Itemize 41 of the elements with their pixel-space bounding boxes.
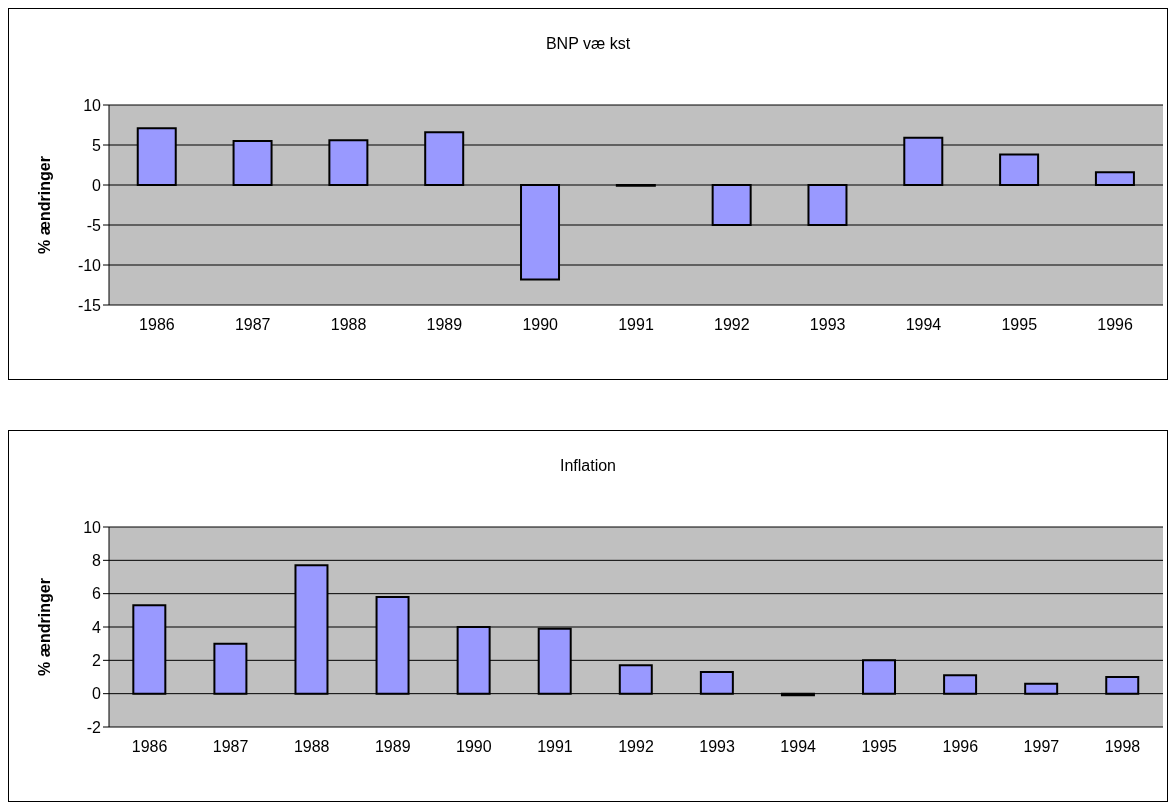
y-tick-label: 0 bbox=[92, 176, 102, 194]
x-tick-label: 1998 bbox=[1104, 738, 1141, 756]
x-tick-label: 1986 bbox=[131, 738, 168, 756]
y-axis-title: % ændringer bbox=[35, 578, 53, 676]
y-tick-label: -2 bbox=[86, 718, 102, 736]
x-tick-label: 1996 bbox=[1097, 316, 1133, 334]
y-tick-label: 8 bbox=[92, 552, 102, 570]
y-tick-label: 4 bbox=[92, 618, 102, 636]
x-tick-label: 1987 bbox=[212, 738, 249, 756]
x-tick-label: 1991 bbox=[618, 316, 654, 334]
y-tick-label: 10 bbox=[83, 96, 102, 114]
x-tick-label: 1997 bbox=[1023, 738, 1060, 756]
y-tick-label: 2 bbox=[92, 652, 102, 670]
y-tick-label: 0 bbox=[92, 685, 102, 703]
y-tick-label: -10 bbox=[77, 256, 102, 274]
y-tick-label: -5 bbox=[86, 216, 102, 234]
x-tick-label: 1992 bbox=[714, 316, 750, 334]
chart-title: BNP væ kst bbox=[544, 35, 632, 54]
x-tick-label: 1994 bbox=[905, 316, 942, 334]
x-tick-label: 1990 bbox=[456, 738, 492, 756]
chart-title: Inflation bbox=[558, 457, 617, 476]
x-tick-label: 1989 bbox=[374, 738, 411, 756]
x-tick-label: 1991 bbox=[537, 738, 573, 756]
y-tick-label: -15 bbox=[77, 296, 102, 314]
x-tick-label: 1993 bbox=[809, 316, 846, 334]
x-tick-label: 1988 bbox=[330, 316, 367, 334]
x-tick-label: 1986 bbox=[139, 316, 175, 334]
x-tick-label: 1990 bbox=[522, 316, 559, 334]
y-tick-label: 6 bbox=[92, 585, 102, 603]
y-axis-title: % ændringer bbox=[35, 156, 53, 254]
x-tick-label: 1995 bbox=[1001, 316, 1038, 334]
x-tick-label: 1989 bbox=[426, 316, 463, 334]
y-tick-label: 10 bbox=[83, 518, 102, 536]
x-tick-label: 1993 bbox=[699, 738, 735, 756]
y-tick-label: 5 bbox=[92, 136, 102, 154]
x-tick-label: 1992 bbox=[618, 738, 654, 756]
x-tick-label: 1988 bbox=[293, 738, 330, 756]
x-tick-label: 1987 bbox=[234, 316, 271, 334]
x-tick-label: 1994 bbox=[780, 738, 817, 756]
x-tick-label: 1996 bbox=[942, 738, 979, 756]
x-tick-label: 1995 bbox=[861, 738, 898, 756]
